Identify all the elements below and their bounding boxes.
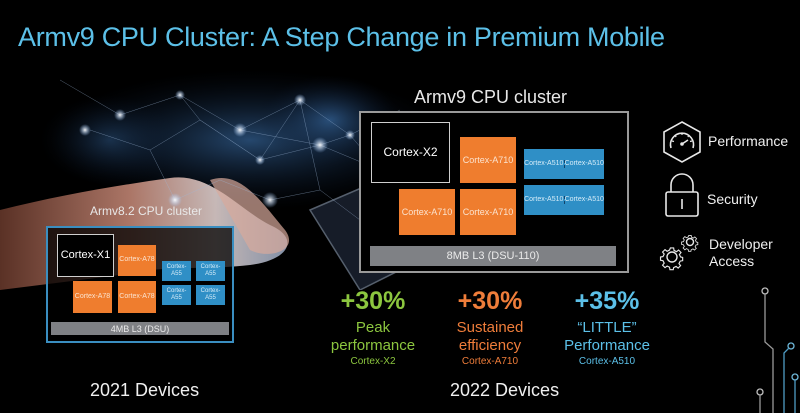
core-cortex-a78: Cortex-A78 xyxy=(118,245,156,276)
core-cortex-a55: Cortex-A55 xyxy=(162,285,191,305)
feature-performance: Performance xyxy=(661,120,788,164)
stat-core-name: Cortex-A710 xyxy=(461,356,519,367)
stat-desc-line2: performance xyxy=(330,337,416,354)
l3-cache-dsu-110: 8MB L3 (DSU-110) xyxy=(370,246,616,266)
feature-label: Security xyxy=(707,191,758,208)
core-cortex-a55: Cortex-A55 xyxy=(196,261,225,281)
stat-core-name: Cortex-A510 xyxy=(578,356,636,367)
stat-desc-line2: Performance xyxy=(564,337,650,354)
devices-2021-label: 2021 Devices xyxy=(90,380,200,400)
core-cortex-x2: Cortex-X2 xyxy=(371,122,450,183)
core-cortex-a510: Cortex-A510 xyxy=(524,159,564,167)
l3-cache-dsu: 4MB L3 (DSU) xyxy=(51,322,229,335)
stat-core-name: Cortex-X2 xyxy=(350,356,396,367)
core-cortex-a78: Cortex-A78 xyxy=(118,281,156,313)
slide-title: Armv9 CPU Cluster: A Step Change in Prem… xyxy=(18,22,665,52)
old-cluster-label: Armv8.2 CPU cluster xyxy=(90,204,203,218)
little-core-pair: Cortex-A510 Cortex-A510 xyxy=(524,149,604,179)
core-cortex-a710: Cortex-A710 xyxy=(399,189,455,235)
armv82-cpu-cluster: Cortex-X1 Cortex-A78 Cortex-A78 Cortex-A… xyxy=(46,226,234,343)
core-cortex-a510: Cortex-A510 xyxy=(563,195,604,205)
feature-label-line2: Access xyxy=(709,253,755,269)
core-cortex-x1: Cortex-X1 xyxy=(57,234,114,277)
stat-percent: +30% xyxy=(340,287,406,315)
stat-percent: +30% xyxy=(457,287,523,315)
devices-2022-label: 2022 Devices xyxy=(450,380,560,400)
feature-label: Performance xyxy=(708,133,789,150)
stat-desc-line1: Sustained xyxy=(456,319,524,336)
core-cortex-a710: Cortex-A710 xyxy=(460,189,516,235)
stat-percent: +35% xyxy=(574,287,640,315)
armv9-cpu-cluster: Cortex-X2 Cortex-A710 Cortex-A710 Cortex… xyxy=(359,111,629,273)
feature-security: Security xyxy=(663,172,758,218)
speedometer-hexagon-icon xyxy=(663,121,701,163)
core-cortex-a55: Cortex-A55 xyxy=(196,285,225,305)
gears-icon xyxy=(659,234,699,271)
stat-little-performance: +35% “LITTLE” Performance Cortex-A510 xyxy=(547,287,667,368)
stat-desc-line1: Peak xyxy=(355,319,391,336)
core-cortex-a710: Cortex-A710 xyxy=(460,137,516,183)
feature-developer-access: Developer Access xyxy=(657,230,773,272)
core-cortex-a55: Cortex-A55 xyxy=(162,261,191,281)
new-cluster-label: Armv9 CPU cluster xyxy=(414,87,568,107)
stat-sustained-efficiency: +30% Sustained efficiency Cortex-A710 xyxy=(430,287,550,368)
stat-peak-performance: +30% Peak performance Cortex-X2 xyxy=(313,287,433,368)
core-cortex-a78: Cortex-A78 xyxy=(73,281,112,313)
padlock-icon xyxy=(665,173,699,217)
circuit-lines-decoration xyxy=(756,287,799,413)
feature-label-line1: Developer xyxy=(709,235,773,252)
core-cortex-a510: Cortex-A510 xyxy=(524,195,564,203)
feature-label: Developer Access xyxy=(709,236,773,271)
little-core-pair: Cortex-A510 Cortex-A510 xyxy=(524,185,604,215)
core-cortex-a510: Cortex-A510 xyxy=(563,159,604,169)
stat-desc-line2: efficiency xyxy=(458,337,522,354)
stat-desc-line1: “LITTLE” xyxy=(577,319,637,336)
